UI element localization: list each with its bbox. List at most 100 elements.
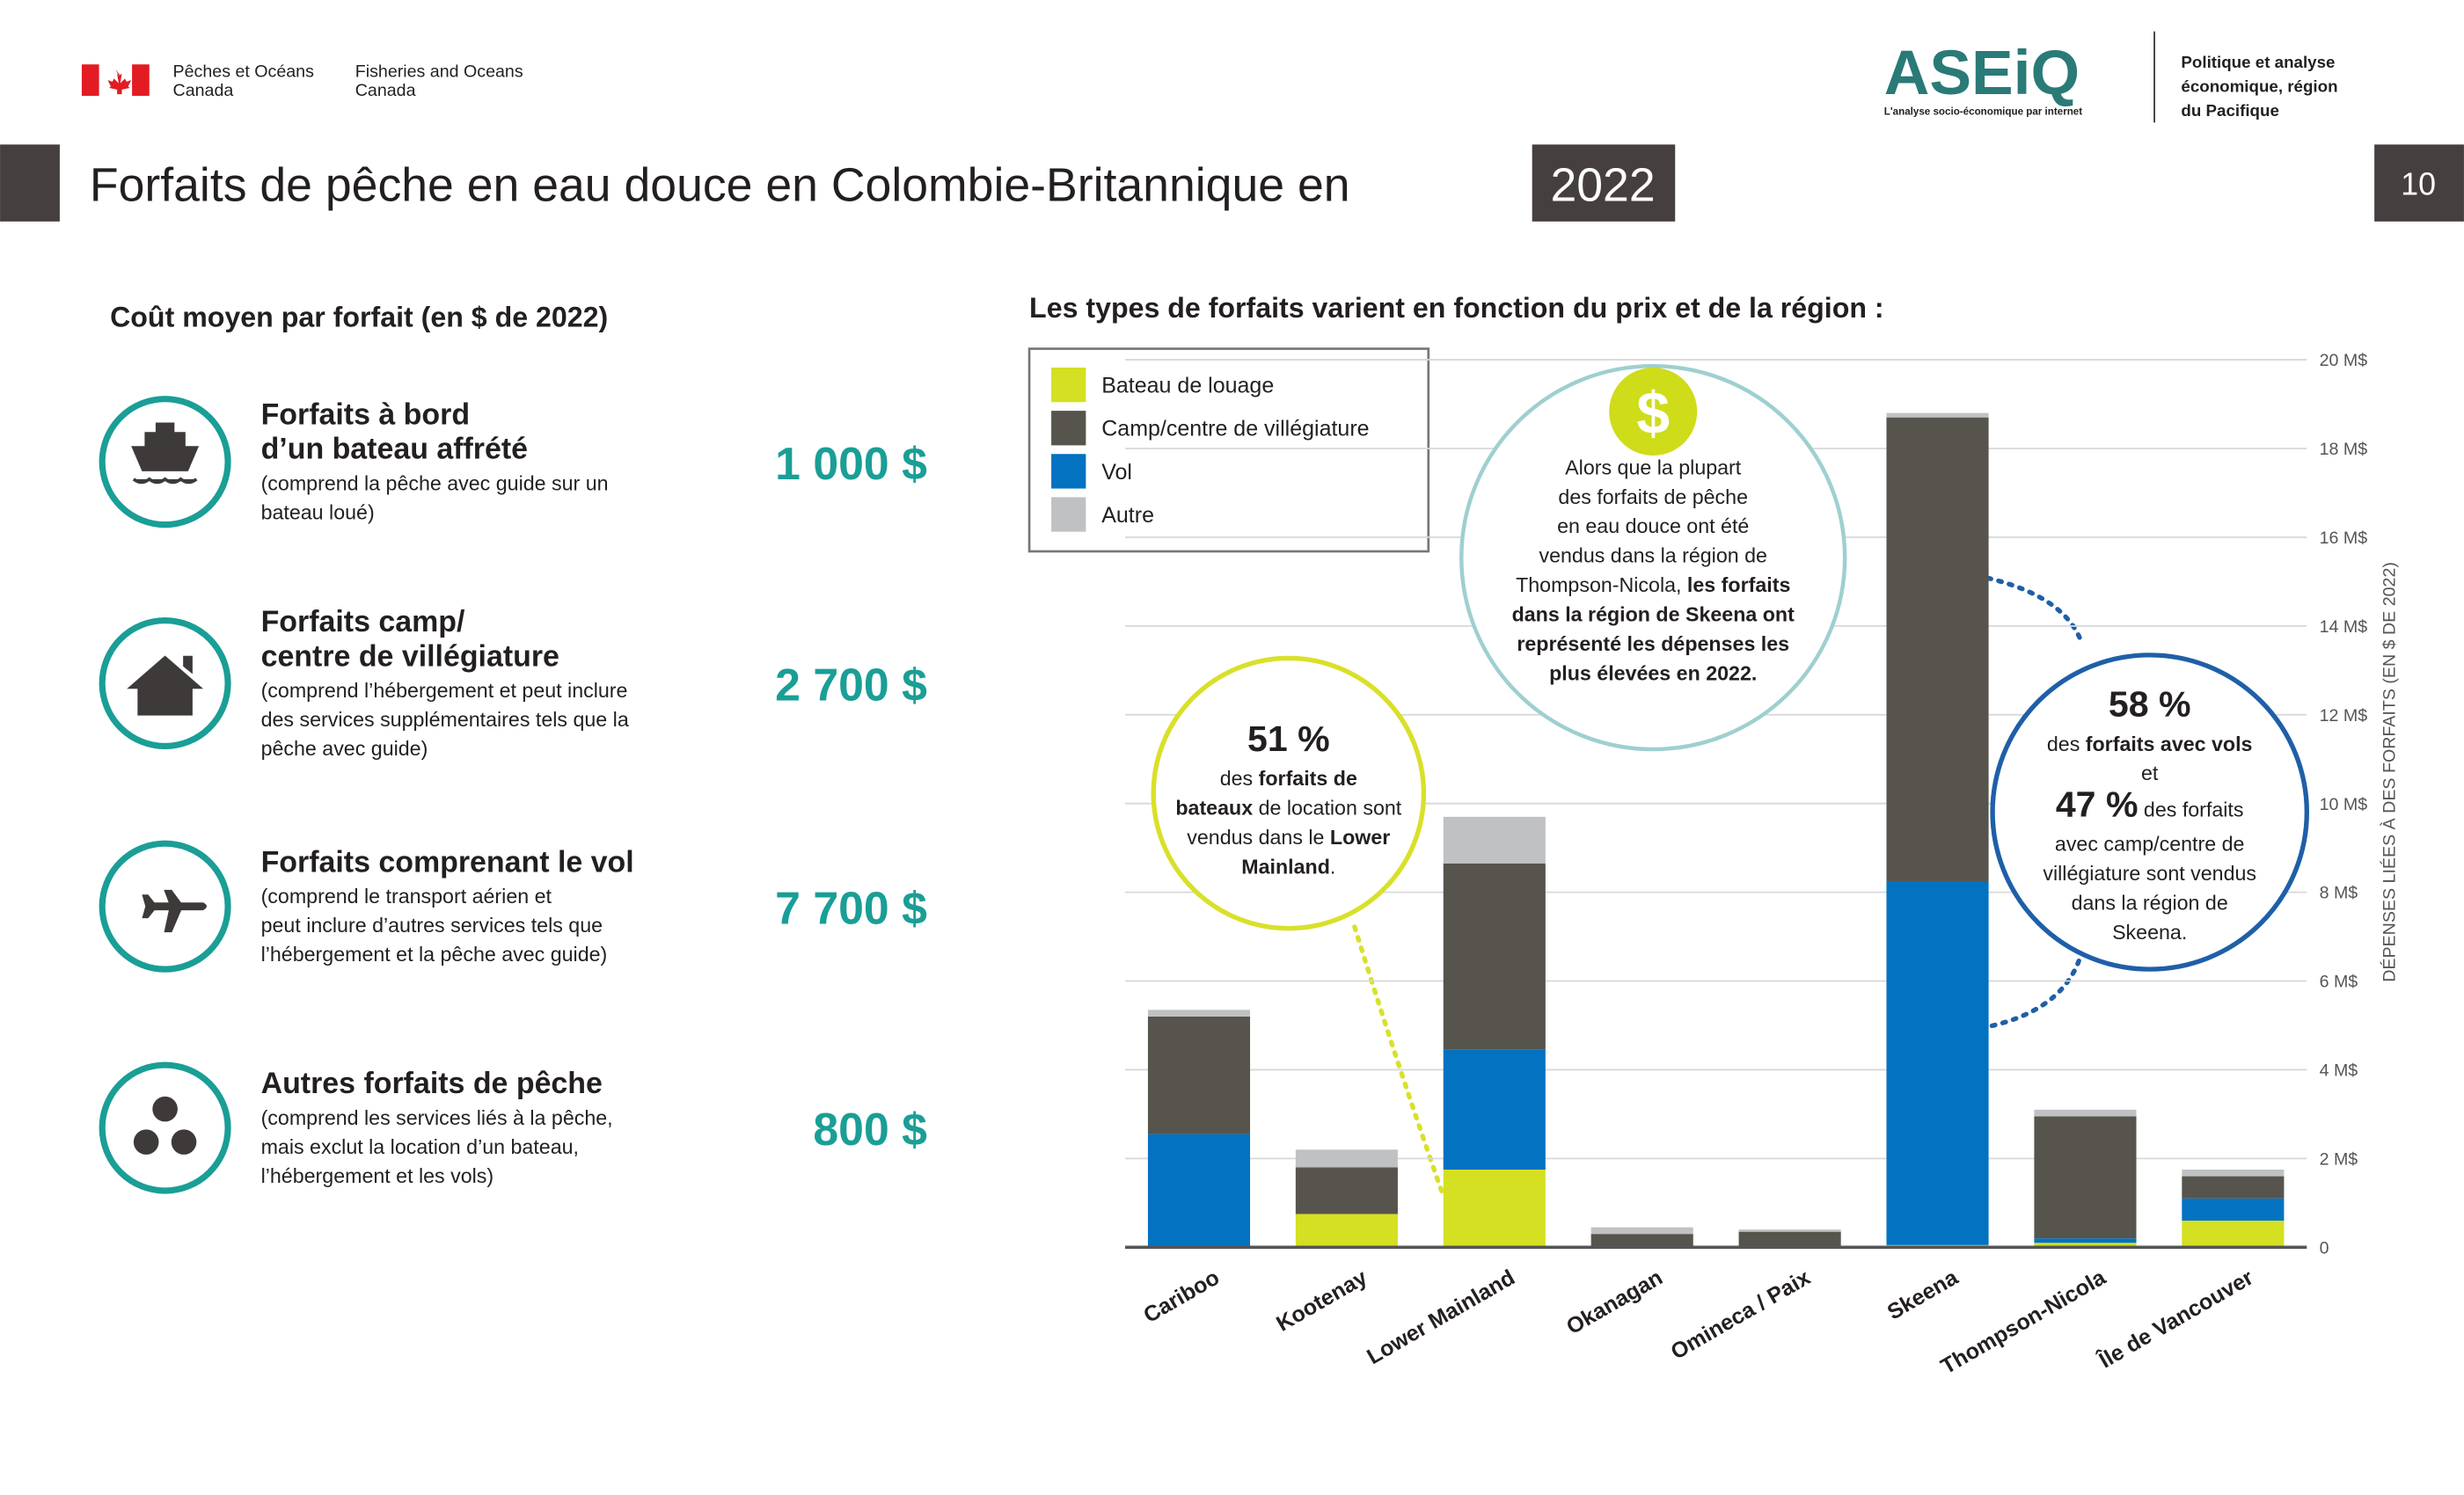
annotation-line: Skeena. bbox=[2112, 921, 2187, 944]
legend-swatch bbox=[1051, 454, 1086, 489]
annotation-text: des bbox=[1220, 767, 1259, 790]
legend-label: Camp/centre de villégiature bbox=[1101, 417, 1369, 441]
annotation-text: de location sont bbox=[1253, 797, 1402, 820]
item-description: (comprend les services liés à la pêche, bbox=[261, 1106, 613, 1129]
annotation-line: des forfaits de bbox=[1220, 767, 1357, 790]
annotation-line: 51 % bbox=[1247, 718, 1330, 759]
bar-segment bbox=[1147, 1010, 1251, 1017]
annotation-line: dans la région de Skeena ont bbox=[1512, 602, 1795, 625]
brand: ASEiQ bbox=[1884, 38, 2080, 108]
chart-title: Les types de forfaits varient en fonctio… bbox=[1029, 292, 1884, 324]
annotation-line: plus élevées en 2022. bbox=[1549, 661, 1757, 684]
y-tick-label: 20 M$ bbox=[2320, 351, 2368, 370]
logo-text: Canada bbox=[173, 81, 234, 100]
bar-segment bbox=[1147, 1016, 1251, 1134]
y-tick-label: 14 M$ bbox=[2320, 617, 2368, 637]
header-block bbox=[0, 144, 60, 222]
bar-segment bbox=[2034, 1243, 2137, 1248]
annotation-text: en eau douce ont été bbox=[1557, 514, 1749, 537]
annotation-line: 47 % des forfaits bbox=[2056, 784, 2244, 824]
annotation-line: Thompson-Nicola, les forfaits bbox=[1516, 573, 1790, 596]
annotation-bubble bbox=[1459, 363, 1847, 752]
item-description: mais exclut la location d’un bateau, bbox=[261, 1135, 579, 1158]
annotation-text: vendus dans la région de bbox=[1539, 544, 1766, 567]
legend-swatch bbox=[1051, 367, 1086, 403]
annotation-line: dans la région de bbox=[2072, 891, 2228, 914]
bar-segment bbox=[1886, 880, 1989, 1245]
icon bbox=[127, 655, 204, 716]
annotation-text: 47 % bbox=[2056, 784, 2139, 824]
icon bbox=[142, 889, 207, 933]
item-description: peut inclure d’autres services tels que bbox=[261, 914, 603, 937]
bar-segment bbox=[2182, 1176, 2285, 1199]
item-description: l’hébergement et la pêche avec guide) bbox=[261, 943, 608, 966]
bar-segment bbox=[1886, 417, 1989, 881]
annotation-line: et bbox=[2141, 762, 2159, 784]
section-heading: Coût moyen par forfait (en $ de 2022) bbox=[110, 302, 608, 333]
annotation-text: forfaits avec vols bbox=[2086, 733, 2253, 755]
legend-swatch bbox=[1051, 497, 1086, 532]
icon bbox=[133, 1129, 159, 1155]
annotation-text: les forfaits bbox=[1687, 573, 1790, 596]
annotation-line: villégiature sont vendus bbox=[2043, 862, 2256, 885]
bar-segment bbox=[2182, 1198, 2285, 1222]
annotation-line: bateaux de location sont bbox=[1175, 797, 1401, 820]
item-description: bateau loué) bbox=[261, 500, 375, 523]
bar-segment bbox=[1738, 1229, 1841, 1232]
annotation-bubble bbox=[1990, 653, 2309, 972]
annotation-line: vendus dans la région de bbox=[1539, 544, 1766, 567]
annotation-text: forfaits de bbox=[1259, 767, 1357, 790]
icon bbox=[152, 1096, 178, 1122]
bar-segment bbox=[1443, 1169, 1546, 1248]
bar-segment bbox=[2034, 1238, 2137, 1243]
bar-segment bbox=[1443, 816, 1546, 864]
y-tick-label: 18 M$ bbox=[2320, 440, 2368, 459]
annotation-line: Alors que la plupart bbox=[1565, 456, 1742, 478]
y-tick-label: 4 M$ bbox=[2320, 1061, 2358, 1081]
annotation-line: des forfaits de pêche bbox=[1558, 485, 1748, 508]
item-description: des services supplémentaires tels que la bbox=[261, 708, 629, 731]
y-axis-label: DÉPENSES LIÉES À DES FORFAITS (EN $ DE 2… bbox=[2379, 562, 2399, 982]
annotation-line: avec camp/centre de bbox=[2055, 833, 2245, 856]
legend-label: Vol bbox=[1101, 460, 1132, 485]
annotation-text: avec camp/centre de bbox=[2055, 833, 2245, 856]
annotation-line: représenté les dépenses les bbox=[1517, 632, 1789, 655]
unit-text: du Pacifique bbox=[2181, 101, 2278, 120]
item-description: (comprend l’hébergement et peut inclure bbox=[261, 679, 628, 702]
annotation-text: dans la région de Skeena ont bbox=[1512, 602, 1795, 625]
annotation-line: 58 % bbox=[2109, 684, 2191, 725]
logo-text: Canada bbox=[355, 81, 416, 100]
y-tick-label: 0 bbox=[2320, 1238, 2329, 1258]
item-description: (comprend la pêche avec guide sur un bbox=[261, 471, 609, 494]
bar-segment bbox=[2182, 1221, 2285, 1248]
page-title: Forfaits de pêche en eau douce en Colomb… bbox=[90, 159, 1350, 212]
annotation-text: plus élevées en 2022. bbox=[1549, 661, 1757, 684]
connector bbox=[1352, 924, 1445, 1197]
item-price: 1 000 $ bbox=[775, 438, 927, 489]
item-title: Autres forfaits de pêche bbox=[261, 1067, 603, 1100]
annotation-line: vendus dans le Lower bbox=[1187, 826, 1390, 849]
item-title: Forfaits comprenant le vol bbox=[261, 845, 634, 879]
annotation-text: . bbox=[1330, 855, 1335, 878]
bar-segment bbox=[1443, 1049, 1546, 1170]
annotation-text: Mainland bbox=[1241, 855, 1330, 878]
y-tick-label: 12 M$ bbox=[2320, 706, 2368, 726]
icon-ring bbox=[99, 396, 231, 529]
annotation-text: et bbox=[2141, 762, 2159, 784]
annotation-text: 51 % bbox=[1247, 718, 1330, 759]
item-title: Forfaits camp/ bbox=[261, 605, 465, 638]
annotation-text: vendus dans le bbox=[1187, 826, 1330, 849]
legend-swatch bbox=[1051, 411, 1086, 446]
icon-badge bbox=[1609, 367, 1698, 456]
y-tick-label: 10 M$ bbox=[2320, 795, 2368, 814]
annotation-text: bateaux bbox=[1175, 797, 1253, 820]
icon-ring bbox=[99, 840, 231, 973]
icon-ring bbox=[99, 617, 231, 750]
icon-text: $ bbox=[1636, 381, 1670, 447]
annotation-text: Skeena. bbox=[2112, 921, 2187, 944]
bar-segment bbox=[1295, 1167, 1398, 1214]
annotation-line: en eau douce ont été bbox=[1557, 514, 1749, 537]
y-tick-label: 6 M$ bbox=[2320, 973, 2358, 992]
bar-segment bbox=[1147, 1134, 1251, 1248]
